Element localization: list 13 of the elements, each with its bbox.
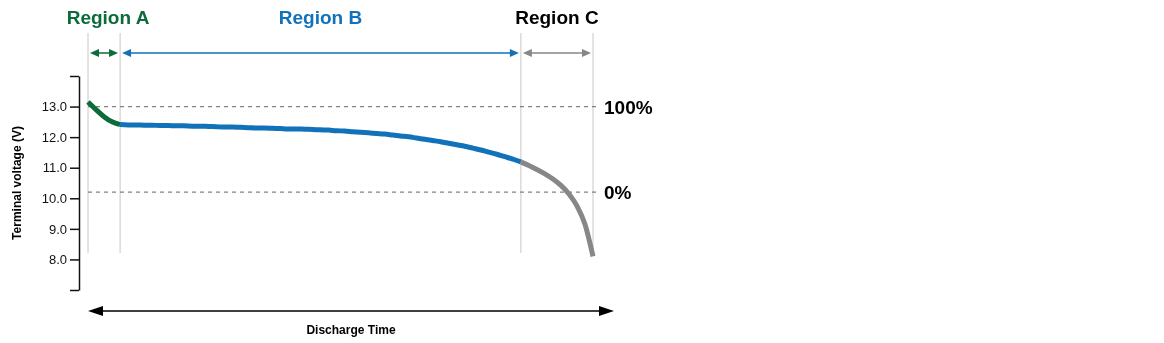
y-tick-label: 12.0 xyxy=(41,129,67,145)
y-tick-label: 10.0 xyxy=(41,190,67,206)
text: Region B xyxy=(278,7,363,28)
y-tick-label: 11.0 xyxy=(42,160,67,176)
text: Region C xyxy=(515,7,599,28)
text: Region A xyxy=(66,7,150,28)
y-axis-title: Terminal voltage (V) xyxy=(10,126,24,240)
text: 100% xyxy=(604,96,653,118)
text: 0% xyxy=(604,182,632,204)
y-tick-label: 13.0 xyxy=(41,99,67,115)
x-axis-title: Discharge Time xyxy=(306,323,396,337)
y-tick-label: 8.0 xyxy=(48,252,67,268)
y-tick-label: 9.0 xyxy=(48,221,67,237)
